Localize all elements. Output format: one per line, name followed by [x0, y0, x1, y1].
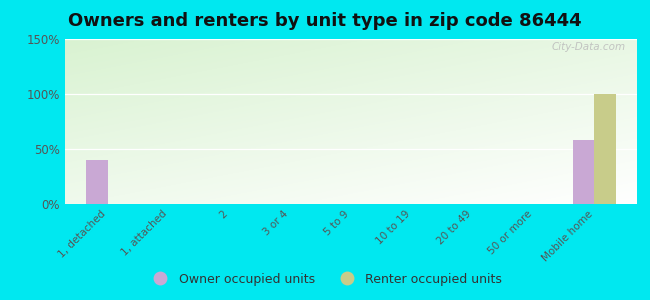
Bar — [86, 160, 108, 204]
Text: City-Data.com: City-Data.com — [551, 42, 625, 52]
Text: Owners and renters by unit type in zip code 86444: Owners and renters by unit type in zip c… — [68, 12, 582, 30]
Bar — [573, 140, 594, 204]
Legend: Owner occupied units, Renter occupied units: Owner occupied units, Renter occupied un… — [143, 268, 507, 291]
Bar — [594, 94, 616, 204]
